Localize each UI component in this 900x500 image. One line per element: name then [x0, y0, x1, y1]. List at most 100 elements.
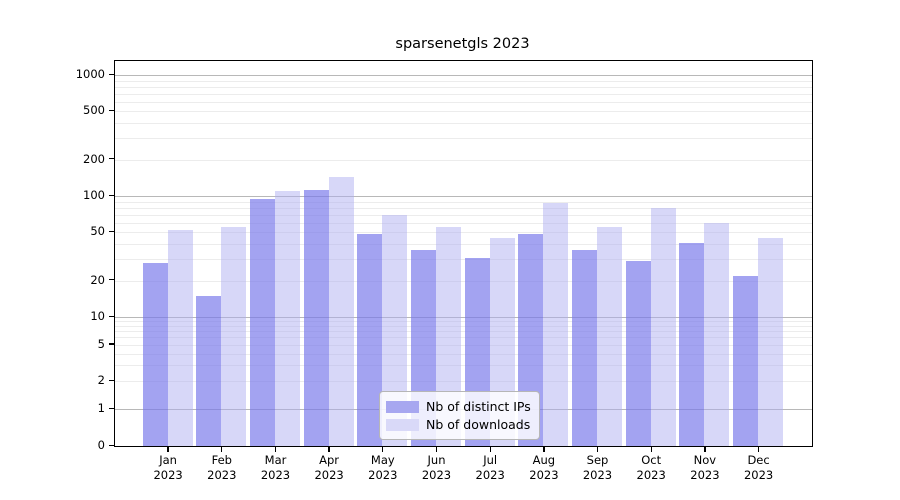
gridline-minor-700: [115, 93, 812, 95]
y-tick-label-1000: 1000: [75, 67, 105, 81]
gridline-minor-2: [115, 381, 812, 383]
gridline-minor-9: [115, 321, 812, 323]
bar-distinct-ips-apr: [303, 190, 329, 446]
x-tick-mark-dec: [757, 446, 760, 452]
bar-downloads-jan: [167, 230, 193, 446]
bar-downloads-dec: [758, 238, 783, 446]
gridline-minor-800: [115, 86, 812, 88]
x-tick-mark-nov: [704, 446, 706, 452]
gridline-minor-30: [115, 259, 812, 261]
gridline-minor-300: [115, 138, 812, 140]
x-tick-mark-mar: [274, 446, 277, 452]
legend: Nb of distinct IPs Nb of downloads: [379, 391, 540, 440]
x-tick-label-mar: Mar 2023: [260, 453, 291, 482]
x-tick-mark-apr: [328, 446, 330, 452]
x-tick-label-may: May 2023: [368, 453, 398, 482]
bar-distinct-ips-dec: [733, 275, 758, 446]
y-tick-mark-2: [109, 379, 114, 382]
x-tick-mark-jan: [167, 446, 169, 452]
gridline-minor-20: [115, 280, 812, 282]
bar-downloads-mar: [274, 191, 300, 446]
gridline-minor-500: [115, 111, 812, 113]
plot-area: Nb of distinct IPs Nb of downloads: [114, 60, 813, 447]
bar-downloads-feb: [221, 227, 247, 446]
x-tick-label-sep: Sep 2023: [582, 453, 613, 482]
gridline-major-10: [115, 317, 812, 318]
bar-distinct-ips-sep: [571, 249, 597, 446]
bar-downloads-aug: [543, 203, 569, 446]
gridline-major-100: [115, 196, 812, 197]
bar-distinct-ips-nov: [679, 242, 705, 446]
bar-downloads-nov: [704, 222, 730, 446]
x-tick-mark-aug: [543, 446, 545, 452]
y-tick-mark-1000: [109, 73, 114, 75]
gridline-minor-6: [115, 337, 812, 339]
gridline-minor-600: [115, 101, 812, 103]
y-tick-mark-0: [109, 444, 114, 446]
x-tick-label-jun: Jun 2023: [421, 453, 452, 482]
bar-distinct-ips-jan: [142, 262, 168, 446]
y-tick-label-2: 2: [97, 373, 105, 388]
gridline-minor-200: [115, 159, 812, 161]
y-tick-label-500: 500: [83, 103, 105, 118]
x-tick-label-feb: Feb 2023: [207, 453, 237, 482]
gridline-minor-60: [115, 222, 812, 224]
bar-distinct-ips-may: [357, 233, 383, 446]
gridline-minor-70: [115, 214, 812, 216]
gridline-minor-900: [115, 80, 812, 82]
gridline-minor-3: [115, 365, 812, 367]
y-tick-mark-100: [109, 194, 114, 196]
legend-row-downloads: Nb of downloads: [386, 416, 531, 433]
x-tick-label-aug: Aug 2023: [529, 453, 559, 482]
gridline-minor-8: [115, 325, 812, 327]
bar-downloads-apr: [328, 176, 354, 446]
x-tick-label-oct: Oct 2023: [636, 453, 666, 482]
y-tick-label-0: 0: [97, 438, 105, 452]
gridline-minor-7: [115, 331, 812, 333]
bar-distinct-ips-oct: [625, 261, 651, 446]
x-tick-mark-oct: [650, 446, 652, 452]
gridline-minor-90: [115, 201, 812, 203]
gridline-minor-400: [115, 123, 812, 125]
gridline-major-1000: [115, 75, 812, 76]
bar-downloads-oct: [650, 207, 676, 446]
x-tick-label-nov: Nov 2023: [690, 453, 720, 482]
gridline-minor-50: [115, 232, 812, 234]
y-tick-mark-10: [109, 315, 114, 317]
legend-row-distinct-ips: Nb of distinct IPs: [386, 398, 531, 415]
x-tick-mark-feb: [221, 446, 223, 452]
y-tick-label-200: 200: [83, 151, 105, 166]
x-tick-mark-jun: [435, 446, 438, 452]
y-tick-label-10: 10: [90, 309, 105, 323]
bar-downloads-sep: [596, 226, 622, 446]
y-tick-label-20: 20: [90, 272, 105, 287]
gridline-minor-40: [115, 244, 812, 246]
x-tick-label-apr: Apr 2023: [314, 453, 344, 482]
y-tick-mark-200: [109, 158, 114, 160]
y-tick-mark-5: [109, 343, 114, 345]
gridline-minor-4: [115, 353, 812, 355]
x-tick-mark-sep: [596, 446, 599, 452]
chart-title: sparsenetgls 2023: [395, 36, 530, 52]
bar-distinct-ips-feb: [196, 295, 222, 446]
gridline-minor-80: [115, 207, 812, 209]
y-tick-mark-1: [109, 407, 114, 409]
y-tick-mark-20: [109, 279, 114, 281]
gridline-minor-5: [115, 344, 812, 346]
legend-swatch-downloads: [386, 418, 419, 431]
legend-swatch-distinct-ips: [386, 400, 419, 413]
y-tick-label-100: 100: [83, 188, 105, 202]
bar-distinct-ips-mar: [249, 198, 275, 446]
legend-label-distinct-ips: Nb of distinct IPs: [426, 399, 531, 414]
y-tick-label-1: 1: [97, 401, 105, 415]
y-tick-label-5: 5: [97, 336, 105, 351]
x-tick-mark-may: [382, 446, 384, 452]
y-tick-mark-50: [109, 230, 114, 233]
legend-label-downloads: Nb of downloads: [426, 417, 531, 432]
y-tick-label-50: 50: [90, 224, 105, 239]
x-tick-label-jan: Jan 2023: [153, 453, 183, 482]
x-tick-label-jul: Jul 2023: [475, 453, 505, 482]
y-tick-mark-500: [109, 109, 114, 112]
x-tick-mark-jul: [489, 446, 491, 452]
